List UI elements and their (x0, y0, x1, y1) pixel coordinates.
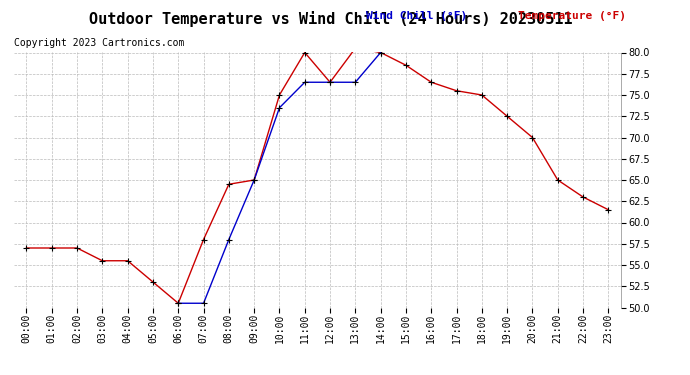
Text: Temperature (°F): Temperature (°F) (518, 11, 626, 21)
Text: Outdoor Temperature vs Wind Chill (24 Hours) 20230511: Outdoor Temperature vs Wind Chill (24 Ho… (90, 11, 573, 27)
Text: Wind Chill (°F): Wind Chill (°F) (366, 11, 467, 21)
Text: Copyright 2023 Cartronics.com: Copyright 2023 Cartronics.com (14, 38, 184, 48)
